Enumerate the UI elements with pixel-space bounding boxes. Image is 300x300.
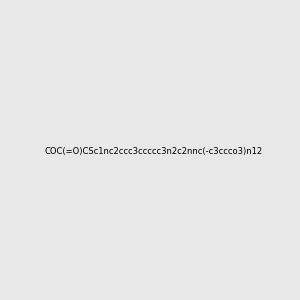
Text: COC(=O)CSc1nc2ccc3ccccc3n2c2nnc(-c3ccco3)n12: COC(=O)CSc1nc2ccc3ccccc3n2c2nnc(-c3ccco3… <box>45 147 263 156</box>
